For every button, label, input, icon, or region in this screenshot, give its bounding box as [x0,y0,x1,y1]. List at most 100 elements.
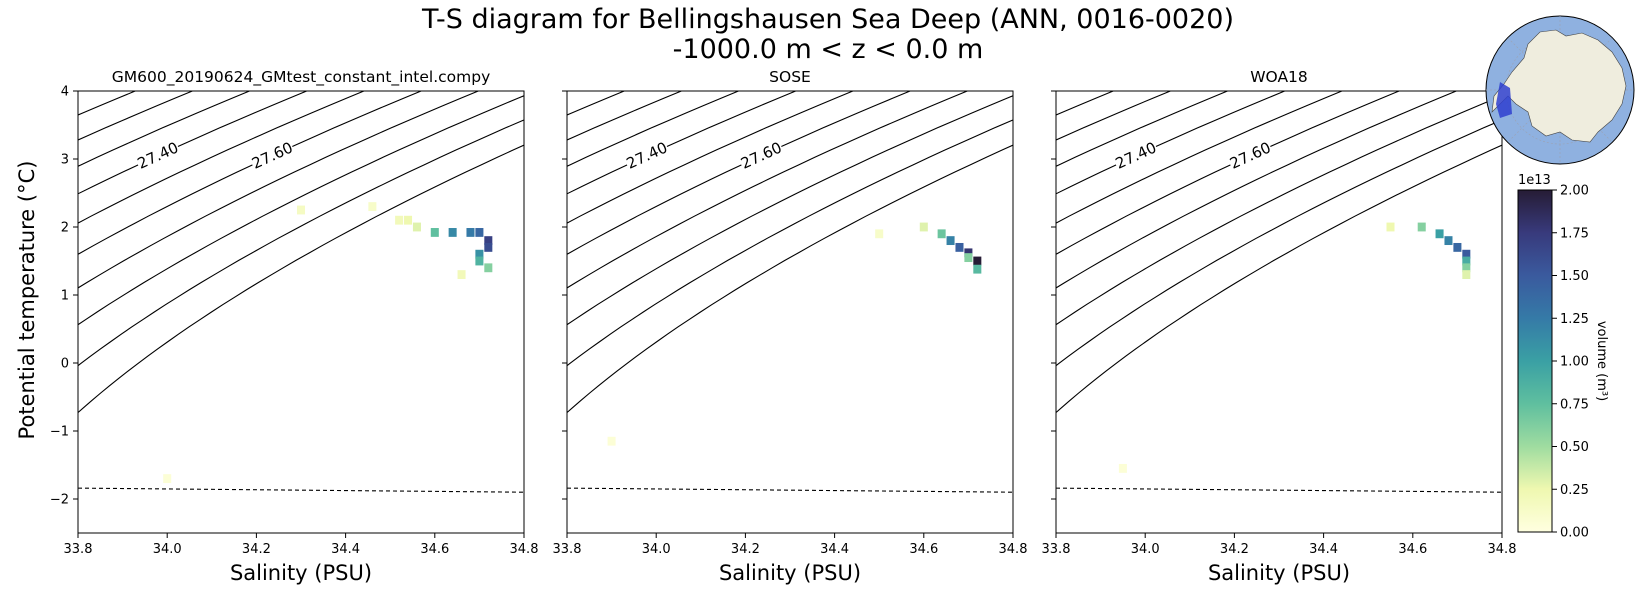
antarctica-inset-map [1485,15,1635,165]
contour-label: 27.60 [249,138,296,172]
y-tick-label: 4 [61,85,69,100]
density-contour [567,91,911,255]
contour-label: 27.60 [738,138,785,172]
contour-label: 27.30 [660,370,705,411]
volume-cell [475,256,484,266]
contour-label: 28.00 [964,463,1005,508]
colorbar-tick-label: 0.50 [1560,440,1589,455]
x-tick-label: 34.8 [999,542,1028,557]
colorbar: 1e13 volume (m³) 0.00 0.25 0.50 0.75 1.00 1.2… [1517,173,1609,541]
density-contour [567,144,1013,414]
volume-cell [937,229,946,239]
colorbar-tick-label: 0.75 [1560,397,1589,412]
colorbar-tick-label: 0.25 [1560,483,1589,498]
y-tick-label: 0 [61,357,69,372]
x-axis-label: Salinity (PSU) [1208,561,1350,585]
freezing-line [567,487,1013,493]
volume-cell [484,242,493,252]
x-tick-label: 34.0 [1131,542,1160,557]
colorbar-gradient [1517,189,1553,533]
x-tick-label: 34.0 [642,542,671,557]
volume-cell [1453,242,1462,252]
x-tick-label: 34.6 [1398,542,1427,557]
density-contour [78,91,250,167]
volume-cell [1462,256,1471,266]
plot-frame [77,90,525,534]
colorbar-tick-label: 1.00 [1560,355,1589,370]
contour-label: 27.30 [171,370,216,411]
volume-cell [875,229,884,239]
x-tick-label: 34.8 [1488,542,1517,557]
density-contour [78,144,524,414]
density-contour [567,91,854,224]
x-tick-label: 34.4 [1309,542,1338,557]
volume-cell [1118,463,1127,473]
density-contour [1056,91,1343,224]
colorbar-tick-label: 1.25 [1560,312,1589,327]
contour-label: 27.60 [1227,138,1274,172]
volume-cell [955,242,964,252]
x-axis-label: Salinity (PSU) [230,561,372,585]
density-contour [567,91,796,195]
panel-title: GM600_20190624_GMtest_constant_intel.com… [112,68,491,87]
x-axis-label: Salinity (PSU) [719,561,861,585]
volume-cell [964,253,973,263]
contour-label: 27.20 [674,316,720,355]
density-contour [1056,95,1502,326]
y-tick-label: −2 [50,493,69,508]
density-contour [567,95,1013,326]
freezing-line [1056,487,1502,493]
density-contour [1056,91,1400,255]
volume-cell [448,228,457,237]
plot-frame [566,90,1014,534]
volume-cell [1462,263,1471,273]
x-tick-label: 33.8 [1042,542,1071,557]
volume-cell [919,222,928,232]
x-tick-label: 34.6 [909,542,938,557]
density-contour [78,119,524,367]
x-tick-label: 33.8 [553,542,582,557]
x-tick-label: 34.2 [1220,542,1249,557]
contour-label: 27.40 [624,138,671,172]
colorbar-exponent: 1e13 [1518,173,1551,188]
volume-cell [1462,270,1471,280]
volume-cell [484,263,493,273]
contour-label: 28.00 [475,463,516,508]
ts-panel-model: GM600_20190624_GMtest_constant_intel.com… [0,68,539,557]
volume-cell [395,215,404,225]
colorbar-label: volume (m³) [1594,321,1609,401]
volume-cell [973,264,982,274]
density-contour [567,91,625,116]
volume-cell [964,248,973,258]
volume-cell [1444,236,1453,246]
volume-cell [973,256,982,266]
volume-cell [1386,222,1395,232]
volume-cell [457,270,466,280]
x-tick-label: 34.4 [331,542,360,557]
contour-label: 28.00 [0,463,28,508]
volume-cell [430,228,439,237]
colorbar-tick-label: 1.50 [1560,269,1589,284]
density-contour [78,95,524,326]
density-contour [567,91,682,141]
volume-cell [1462,249,1471,259]
x-tick-label: 34.2 [242,542,271,557]
bellingshausen-region [1496,82,1512,118]
density-contour [78,91,365,224]
volume-cell [1435,229,1444,239]
x-tick-label: 34.2 [731,542,760,557]
volume-cell [296,205,306,215]
density-contour [1056,91,1285,195]
density-contour [1056,144,1502,414]
contour-label: 27.50 [285,370,330,411]
volume-cell [404,215,413,225]
density-contour [567,91,739,167]
y-tick-label: 3 [61,153,69,168]
volume-cell [412,222,421,232]
density-contour [567,119,1013,367]
density-contour [1056,119,1502,367]
volume-cell [475,228,484,237]
x-tick-label: 34.8 [510,542,539,557]
volume-cell [607,436,616,446]
volume-cell [368,202,377,212]
